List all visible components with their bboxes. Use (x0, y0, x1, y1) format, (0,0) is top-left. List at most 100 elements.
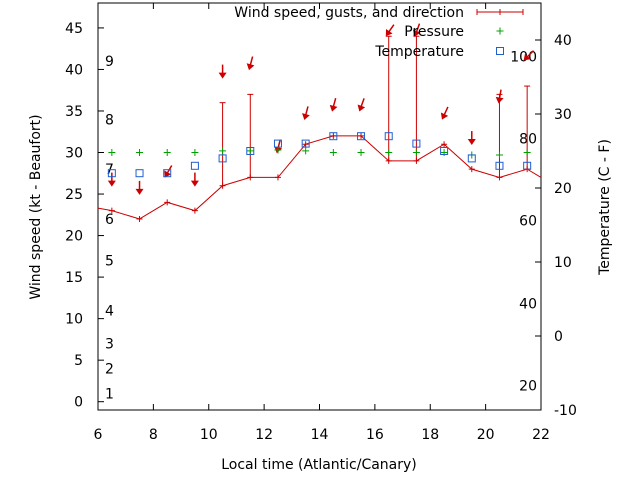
arrow-shaft (498, 89, 502, 99)
pressure-point (108, 149, 116, 157)
legend-label-temperature: Temperature (374, 44, 464, 60)
arrow-head (523, 53, 531, 61)
y2-tick-label: 40 (554, 33, 572, 49)
arrow-head (190, 180, 199, 187)
wind-direction-arrow (218, 64, 227, 79)
x-tick-label: 12 (255, 427, 273, 443)
temperature-point (384, 132, 393, 141)
axis-ticks: 6 8 10 12 14 16 18 20 22051015202530354045-10010… (65, 3, 577, 443)
wind-direction-arrow (246, 56, 255, 71)
wind-speed-point (219, 182, 226, 189)
fahrenheit-label: 20 (519, 379, 537, 395)
temperature-point (357, 132, 366, 141)
beaufort-label: 3 (105, 337, 114, 353)
y2-tick-label: 20 (554, 181, 572, 197)
y-tick-label: 5 (74, 353, 83, 369)
y2-tick-label: 10 (554, 255, 572, 271)
y2-tick-label: 30 (554, 107, 572, 123)
arrow-head (495, 96, 504, 104)
pressure-point (523, 149, 531, 157)
wind-direction-arrow (135, 180, 144, 195)
legend: Wind speed, gusts, and direction Pressure… (234, 5, 524, 60)
beaufort-label: 4 (105, 303, 114, 319)
pressure-point (274, 146, 282, 154)
y-tick-label: 40 (65, 62, 83, 78)
arrow-shaft (443, 106, 449, 116)
fahrenheit-label: 80 (519, 131, 537, 147)
arrow-shaft (332, 97, 337, 108)
y-tick-label: 35 (65, 104, 83, 120)
wind-direction-arrow (412, 23, 421, 37)
y-tick-label: 45 (65, 21, 83, 37)
x-tick-label: 14 (311, 427, 329, 443)
x-axis-label: Local time (Atlantic/Canary) (221, 457, 417, 473)
wind-speed-point (441, 141, 448, 148)
x-tick-label: 18 (421, 427, 439, 443)
arrow-head (467, 139, 476, 146)
pressure-point (302, 147, 310, 155)
arrow-shaft (304, 106, 309, 116)
beaufort-label: 9 (105, 54, 114, 70)
wind-speed-point (302, 141, 309, 148)
beaufort-label: 8 (105, 112, 114, 128)
wind-speed-point (247, 174, 254, 181)
wind-speed-point (358, 132, 365, 139)
series-layer (97, 23, 542, 222)
temperature-point (218, 154, 227, 163)
temperature-point (523, 161, 532, 170)
temperature-point (163, 169, 172, 178)
arrow-head (440, 112, 449, 120)
temperature-point (412, 139, 421, 148)
arrow-shaft (388, 24, 395, 33)
pressure-point (495, 151, 503, 159)
y-tick-label: 0 (74, 395, 83, 411)
pressure-point (385, 149, 393, 157)
y-tick-label: 20 (65, 229, 83, 245)
arrow-shaft (249, 56, 254, 66)
pressure-point (219, 147, 227, 155)
temperature-point (440, 147, 449, 155)
wind-speed-point (191, 207, 198, 214)
pressure-point (191, 149, 199, 157)
y2-tick-label: 0 (554, 329, 563, 345)
temperature-point (190, 161, 199, 170)
wind-direction-arrow (329, 97, 338, 112)
temperature-point (246, 147, 255, 155)
x-tick-label: 22 (532, 427, 550, 443)
legend-swatch-pressure (496, 27, 504, 35)
arrow-head (302, 113, 310, 120)
arrow-head (412, 29, 421, 37)
y-tick-label: 10 (65, 312, 83, 328)
x-tick-label: 20 (477, 427, 495, 443)
y-tick-label: 30 (65, 146, 83, 162)
y-tick-label: 15 (65, 270, 83, 286)
pressure-point (412, 149, 420, 157)
wind-speed-point (468, 166, 475, 173)
temperature-point (135, 169, 144, 178)
wind-speed-point (413, 157, 420, 164)
legend-swatch-temperature (496, 47, 504, 55)
y-tick-label: 25 (65, 187, 83, 203)
beaufort-label: 6 (105, 212, 114, 228)
arrow-head (107, 180, 116, 187)
x-tick-label: 16 (366, 427, 384, 443)
temperature-point (495, 161, 504, 170)
wind-speed-point (330, 132, 337, 139)
arrow-head (218, 72, 227, 79)
x-tick-label: 6 (94, 427, 103, 443)
wind-speed-point (274, 174, 281, 181)
wind-direction-arrow (190, 172, 199, 187)
pressure-point (357, 149, 365, 157)
wind-direction-arrow (357, 98, 366, 112)
wind-direction-arrow (467, 131, 476, 146)
wind-speed-point (385, 157, 392, 164)
wind-direction-arrow (523, 50, 535, 61)
y-axis-label: Wind speed (kt - Beaufort) (28, 114, 44, 299)
fahrenheit-label: 60 (519, 214, 537, 230)
temperature-point (329, 132, 338, 141)
wind-speed-point (496, 174, 503, 181)
pressure-point (136, 149, 144, 157)
wind-direction-arrow (440, 106, 449, 120)
